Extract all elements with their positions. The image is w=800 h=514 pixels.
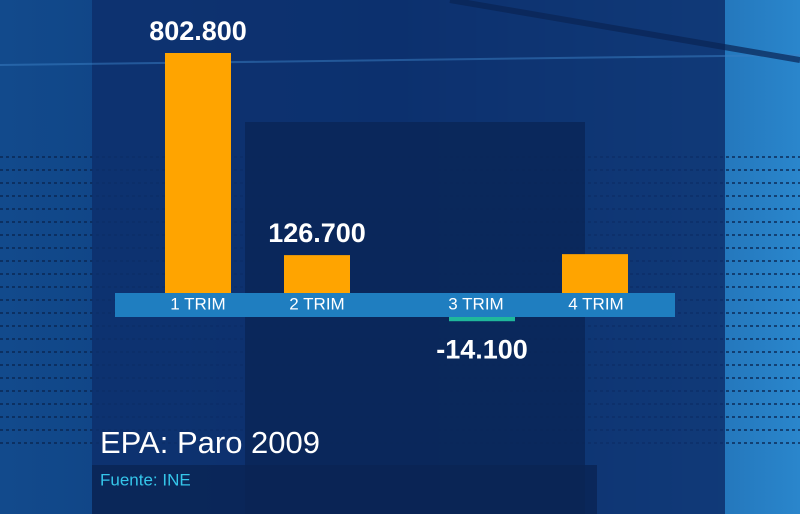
bar	[562, 254, 628, 293]
bar	[165, 53, 231, 293]
footer-panel	[92, 465, 597, 514]
category-label: 4 TRIM	[568, 294, 623, 313]
decor-line	[449, 0, 800, 63]
chart-title: EPA: Paro 2009	[100, 425, 320, 460]
bar	[449, 317, 515, 322]
bar	[284, 255, 350, 293]
value-label: 126.700	[268, 218, 366, 248]
category-label: 3 TRIM	[448, 294, 503, 313]
value-label: -14.100	[436, 334, 528, 364]
category-label: 2 TRIM	[289, 294, 344, 313]
decor-line	[0, 54, 800, 66]
category-label: 1 TRIM	[170, 294, 225, 313]
value-label: 802.800	[149, 16, 247, 46]
axis-band	[115, 293, 675, 317]
inner-panel	[245, 122, 585, 514]
source: Fuente: INE	[100, 470, 191, 489]
